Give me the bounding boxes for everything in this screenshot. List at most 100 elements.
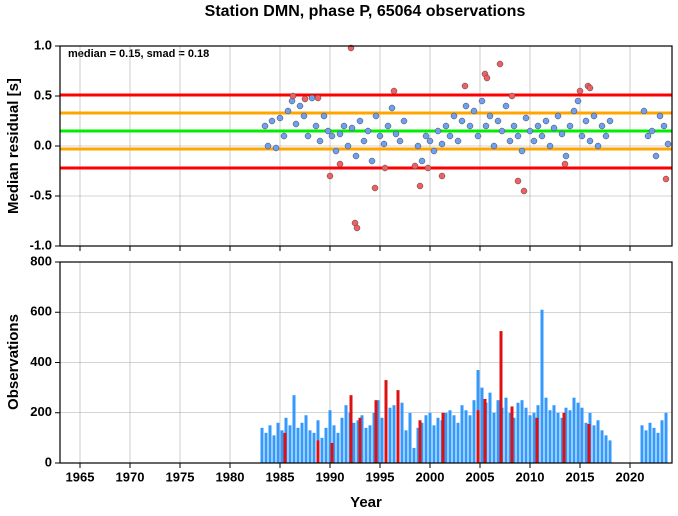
y-tick-label: 800 xyxy=(30,253,52,268)
y-tick-label: 0.0 xyxy=(34,137,52,152)
point xyxy=(474,132,482,140)
bar xyxy=(436,417,440,463)
point xyxy=(296,102,304,110)
point xyxy=(380,140,388,148)
point xyxy=(578,132,586,140)
point xyxy=(392,130,400,138)
point xyxy=(586,137,594,145)
point xyxy=(644,132,652,140)
point xyxy=(316,137,324,145)
bar xyxy=(464,410,468,463)
bar xyxy=(520,400,524,463)
point xyxy=(416,182,424,190)
x-tick-label: 1985 xyxy=(266,469,295,484)
point xyxy=(426,137,434,145)
point xyxy=(576,87,584,95)
bar xyxy=(412,447,416,463)
bar xyxy=(349,395,353,463)
bar xyxy=(283,432,287,463)
bar xyxy=(300,422,304,463)
point xyxy=(662,175,670,183)
bar xyxy=(388,407,392,463)
x-tick-label: 1980 xyxy=(216,469,245,484)
point xyxy=(462,102,470,110)
point xyxy=(594,142,602,150)
point xyxy=(384,122,392,130)
bar xyxy=(535,417,539,463)
bar xyxy=(432,425,436,463)
point xyxy=(546,142,554,150)
bar xyxy=(358,417,362,463)
bar xyxy=(316,440,320,463)
point xyxy=(526,127,534,135)
plot-frame xyxy=(59,45,673,247)
bar xyxy=(428,412,432,463)
bar xyxy=(560,417,564,463)
point xyxy=(430,147,438,155)
point xyxy=(400,117,408,125)
bar xyxy=(296,427,300,463)
point xyxy=(356,117,364,125)
point xyxy=(353,224,361,232)
point xyxy=(494,117,502,125)
point xyxy=(498,127,506,135)
bar xyxy=(308,430,312,463)
bar xyxy=(356,420,360,463)
point xyxy=(434,127,442,135)
bar xyxy=(552,405,556,463)
point xyxy=(368,157,376,165)
bar xyxy=(476,410,480,463)
point xyxy=(348,124,356,132)
bar xyxy=(512,417,516,463)
point xyxy=(558,130,566,138)
point xyxy=(458,117,466,125)
bar xyxy=(304,415,308,463)
point xyxy=(506,137,514,145)
bar xyxy=(510,406,514,463)
bar xyxy=(508,412,512,463)
x-tick-label: 1965 xyxy=(66,469,95,484)
bar xyxy=(441,412,445,463)
y-tick-label: 1.0 xyxy=(34,37,52,52)
bar xyxy=(336,432,340,463)
point xyxy=(590,112,598,120)
y-tick-label: -0.5 xyxy=(30,187,52,202)
point xyxy=(381,164,389,172)
point xyxy=(586,84,594,92)
bar xyxy=(483,398,487,463)
point xyxy=(388,104,396,112)
bar xyxy=(556,412,560,463)
point xyxy=(376,132,384,140)
bar xyxy=(604,435,608,463)
y-tick-label: 400 xyxy=(30,354,52,369)
x-tick-label: 1995 xyxy=(366,469,395,484)
point xyxy=(518,147,526,155)
bar xyxy=(400,402,404,463)
bar xyxy=(596,420,600,463)
point xyxy=(640,107,648,115)
point xyxy=(664,140,672,148)
point xyxy=(272,144,280,152)
point xyxy=(446,132,454,140)
point xyxy=(478,97,486,105)
bar xyxy=(320,437,324,463)
y-tick-label: 0.5 xyxy=(34,87,52,102)
bar xyxy=(492,412,496,463)
point xyxy=(461,82,469,90)
bar xyxy=(580,407,584,463)
bar xyxy=(360,415,364,463)
point xyxy=(496,60,504,68)
y-tick-label: 200 xyxy=(30,404,52,419)
point xyxy=(470,107,478,115)
bar xyxy=(664,412,668,463)
x-tick-label: 2015 xyxy=(566,469,595,484)
point xyxy=(364,127,372,135)
x-tick-label: 1975 xyxy=(166,469,195,484)
bar xyxy=(288,425,292,463)
bar xyxy=(384,380,388,463)
point xyxy=(542,117,550,125)
point xyxy=(320,112,328,120)
point xyxy=(450,112,458,120)
point xyxy=(372,112,380,120)
